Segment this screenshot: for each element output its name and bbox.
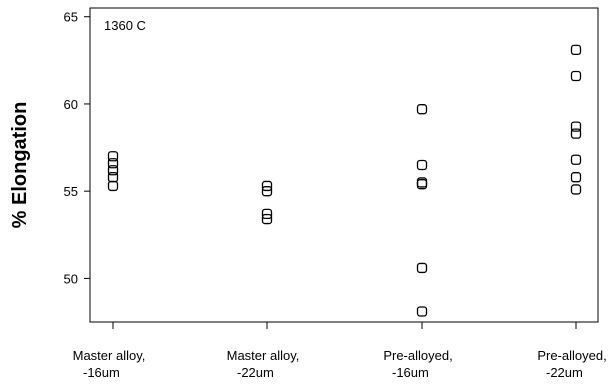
data-point	[418, 161, 427, 170]
data-point	[263, 209, 272, 218]
x-tick-label-line: -22um	[546, 365, 583, 380]
chart-annotation: 1360 C	[104, 18, 146, 33]
data-point	[572, 185, 581, 194]
y-axis-label: % Elongation	[9, 102, 31, 229]
x-tick-label: Pre-alloyed, -22um	[537, 348, 606, 380]
data-point	[572, 45, 581, 54]
x-tick-label: Master alloy, -16um	[73, 348, 146, 380]
data-point	[572, 155, 581, 164]
data-point	[418, 307, 427, 316]
x-tick-label: Pre-alloyed, -16um	[383, 348, 452, 380]
x-tick-label-line: Master alloy,	[227, 348, 300, 363]
y-axis: 50 55 60 65	[64, 10, 90, 287]
x-tick-label-line: Pre-alloyed,	[383, 348, 452, 363]
data-points	[109, 45, 581, 316]
data-point	[263, 215, 272, 224]
x-tick-label-line: Master alloy,	[73, 348, 146, 363]
data-point	[572, 72, 581, 81]
data-point	[418, 105, 427, 114]
data-point	[109, 181, 118, 190]
y-tick-label: 55	[64, 184, 78, 199]
y-tick-label: 65	[64, 10, 78, 25]
data-point	[418, 263, 427, 272]
x-tick-label-line: -16um	[83, 365, 120, 380]
x-tick-label-line: Pre-alloyed,	[537, 348, 606, 363]
data-point	[572, 173, 581, 182]
data-point	[263, 187, 272, 196]
x-tick-label-line: -22um	[237, 365, 274, 380]
data-point	[263, 181, 272, 190]
x-tick-label: Master alloy, -22um	[227, 348, 300, 380]
y-tick-label: 60	[64, 97, 78, 112]
y-tick-label: 50	[64, 271, 78, 286]
x-tick-label-line: -16um	[392, 365, 429, 380]
plot-frame	[90, 8, 598, 322]
